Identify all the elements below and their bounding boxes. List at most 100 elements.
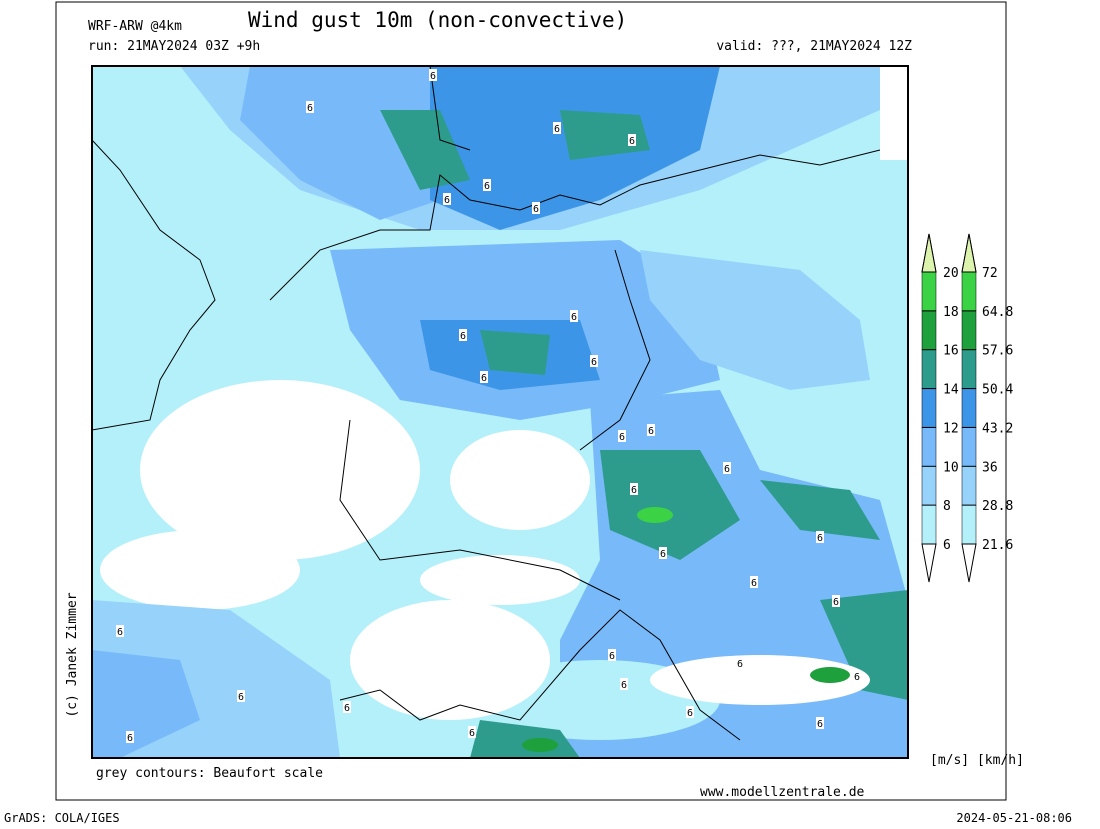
wind-area bbox=[560, 110, 650, 160]
wind-area bbox=[637, 507, 673, 523]
contour-label-box bbox=[480, 371, 488, 383]
contour-label: 6 bbox=[117, 627, 123, 638]
contour-label-box bbox=[116, 625, 124, 637]
contour-label: 6 bbox=[648, 426, 654, 437]
calm-area bbox=[100, 530, 300, 610]
wind-area bbox=[240, 66, 440, 220]
contour-label-box bbox=[570, 310, 578, 322]
colorbar-label: 72 bbox=[982, 266, 998, 281]
contour-label: 6 bbox=[854, 672, 860, 683]
contour-label: 6 bbox=[737, 659, 743, 670]
contour-label: 6 bbox=[621, 680, 627, 691]
colorbar-label: 50.4 bbox=[982, 383, 1013, 398]
colorbar-band bbox=[961, 310, 977, 350]
contour-label-box bbox=[686, 706, 694, 718]
contour-label-box bbox=[237, 690, 245, 702]
contour-label: 6 bbox=[833, 597, 839, 608]
contour-note: grey contours: Beaufort scale bbox=[96, 766, 323, 781]
contour-label: 6 bbox=[571, 312, 577, 323]
colorbar-label: 8 bbox=[943, 499, 951, 514]
model-label: WRF-ARW @4km bbox=[88, 19, 182, 34]
colorbar-band bbox=[961, 349, 977, 389]
wind-area bbox=[820, 590, 908, 700]
map-border bbox=[91, 65, 909, 759]
contour-label-box bbox=[853, 670, 861, 682]
colorbar-label: 6 bbox=[943, 538, 951, 553]
outside-domain bbox=[880, 66, 908, 160]
colorbar-triangle bbox=[921, 233, 937, 273]
contour-label-box bbox=[459, 329, 467, 341]
colorbar-label: 28.8 bbox=[982, 499, 1013, 514]
colorbar-label: 18 bbox=[943, 305, 959, 320]
contour-label: 6 bbox=[127, 733, 133, 744]
contour-label-box bbox=[429, 69, 437, 81]
contour-label: 6 bbox=[631, 485, 637, 496]
contour-label-box bbox=[628, 134, 636, 146]
contour-label-box bbox=[306, 101, 314, 113]
contour-label: 6 bbox=[751, 578, 757, 589]
contour-label-box bbox=[816, 717, 824, 729]
contour-label-box bbox=[750, 576, 758, 588]
contour-label-box bbox=[659, 547, 667, 559]
colorbar-band bbox=[961, 466, 977, 506]
contour-label: 6 bbox=[687, 708, 693, 719]
colorbar-label: 36 bbox=[982, 460, 998, 475]
calm-area bbox=[450, 430, 590, 530]
contour-label-box bbox=[483, 179, 491, 191]
wind-area bbox=[92, 650, 200, 758]
contour-label-box bbox=[620, 678, 628, 690]
contour-label: 6 bbox=[444, 195, 450, 206]
wind-area bbox=[810, 667, 850, 683]
software: GrADS: COLA/IGES bbox=[4, 811, 120, 825]
colorbar-label: 57.6 bbox=[982, 344, 1013, 359]
contour-label: 6 bbox=[238, 692, 244, 703]
colorbar-band bbox=[961, 504, 977, 545]
contour-label-box bbox=[647, 424, 655, 436]
contour-label: 6 bbox=[307, 103, 313, 114]
colorbar-band bbox=[961, 427, 977, 467]
contour-label-box bbox=[343, 701, 351, 713]
colorbar-band bbox=[921, 504, 937, 545]
colorbar-band bbox=[921, 388, 937, 428]
units: [m/s] [km/h] bbox=[930, 753, 1024, 768]
contour-label: 6 bbox=[591, 357, 597, 368]
contour-label: 6 bbox=[660, 549, 666, 560]
contour-label-box bbox=[608, 649, 616, 661]
colorbar-band bbox=[921, 427, 937, 467]
wind-area bbox=[600, 450, 740, 560]
contour-label-box bbox=[553, 122, 561, 134]
contour-label: 6 bbox=[484, 181, 490, 192]
contour-label: 6 bbox=[554, 124, 560, 135]
wind-area bbox=[522, 738, 558, 752]
contour-label: 6 bbox=[609, 651, 615, 662]
wind-area bbox=[640, 250, 870, 390]
colorbar-label: 20 bbox=[943, 266, 959, 281]
contour-label-box bbox=[630, 483, 638, 495]
colorbar-label: 14 bbox=[943, 383, 959, 398]
contour-label: 6 bbox=[481, 373, 487, 384]
wind-area bbox=[760, 480, 880, 540]
colorbar-band bbox=[921, 349, 937, 389]
calm-area bbox=[420, 555, 580, 605]
contour-label: 6 bbox=[533, 204, 539, 215]
contour-label-box bbox=[736, 657, 744, 669]
contour-label: 6 bbox=[344, 703, 350, 714]
colorbar-triangle bbox=[961, 543, 977, 583]
colorbar-band bbox=[961, 271, 977, 312]
website: www.modellzentrale.de bbox=[700, 785, 865, 800]
map bbox=[91, 65, 909, 759]
colorbar-label: 21.6 bbox=[982, 538, 1013, 553]
run-label: run: 21MAY2024 03Z +9h bbox=[88, 39, 260, 54]
contour-label: 6 bbox=[619, 432, 625, 443]
contour-label: 6 bbox=[460, 331, 466, 342]
contour-label-box bbox=[832, 595, 840, 607]
contour-label-box bbox=[468, 726, 476, 738]
colorbar-label: 16 bbox=[943, 344, 959, 359]
contour-label: 6 bbox=[469, 728, 475, 739]
valid-label: valid: ???, 21MAY2024 12Z bbox=[716, 39, 912, 54]
contour-label: 6 bbox=[817, 533, 823, 544]
colorbar-label: 64.8 bbox=[982, 305, 1013, 320]
contour-label-box bbox=[723, 462, 731, 474]
colorbar-band bbox=[921, 466, 937, 506]
